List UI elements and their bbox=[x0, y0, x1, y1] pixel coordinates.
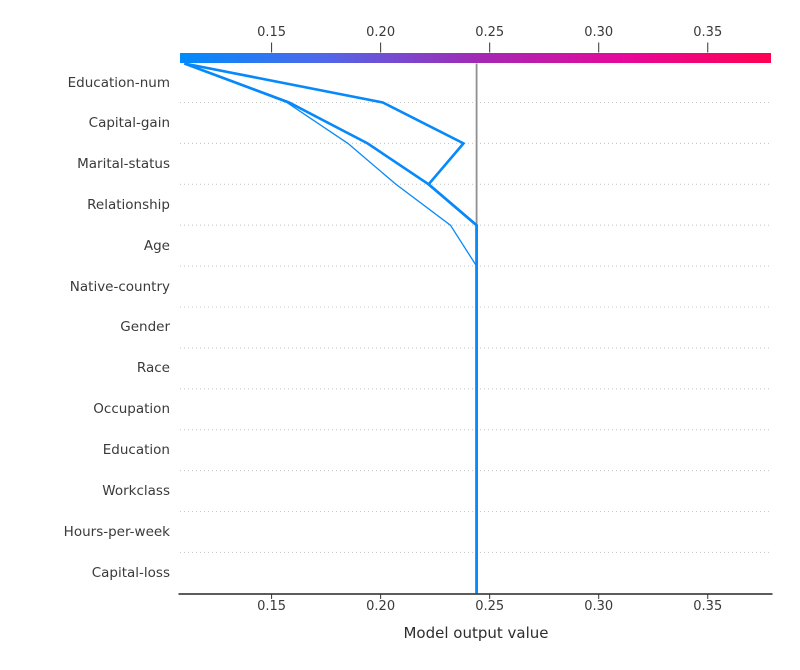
feature-label-marital-status: Marital-status bbox=[77, 155, 170, 172]
model-output-colorbar bbox=[180, 53, 771, 63]
feature-label-education: Education bbox=[102, 442, 170, 459]
x-axis-tick-label: 0.35 bbox=[693, 599, 723, 614]
feature-label-relationship: Relationship bbox=[87, 196, 170, 213]
colorbar-tick-label: 0.30 bbox=[584, 25, 614, 40]
feature-label-hours-per-week: Hours-per-week bbox=[63, 523, 170, 540]
colorbar-tick-label: 0.20 bbox=[366, 25, 396, 40]
feature-label-race: Race bbox=[136, 360, 170, 377]
feature-label-capital-gain: Capital-gain bbox=[88, 114, 170, 131]
feature-label-gender: Gender bbox=[120, 319, 170, 336]
decision-path-observation-3 bbox=[184, 62, 478, 594]
colorbar-tick-label: 0.15 bbox=[257, 25, 287, 40]
feature-label-workclass: Workclass bbox=[102, 483, 170, 500]
x-axis-tick-label: 0.15 bbox=[257, 599, 287, 614]
feature-label-capital-loss: Capital-loss bbox=[91, 564, 170, 581]
feature-label-native-country: Native-country bbox=[69, 278, 170, 295]
x-axis-tick-label: 0.20 bbox=[366, 599, 396, 614]
colorbar-tick-label: 0.35 bbox=[693, 25, 723, 40]
feature-label-education-num: Education-num bbox=[67, 75, 170, 91]
feature-label-occupation: Occupation bbox=[93, 401, 170, 418]
x-axis-title: Model output value bbox=[403, 624, 549, 642]
colorbar-tick-label: 0.25 bbox=[475, 25, 505, 40]
x-axis-tick-label: 0.25 bbox=[475, 599, 505, 614]
x-axis-tick-label: 0.30 bbox=[584, 599, 614, 614]
feature-label-age: Age bbox=[143, 237, 170, 254]
